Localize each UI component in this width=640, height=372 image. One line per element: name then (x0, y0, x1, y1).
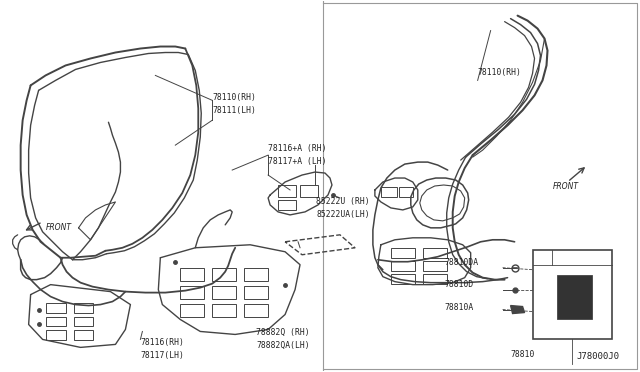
Bar (244, 304, 268, 317)
Polygon shape (511, 305, 525, 314)
Text: 85222UA(LH): 85222UA(LH) (316, 211, 370, 219)
Text: 78110(RH): 78110(RH) (212, 93, 256, 102)
Text: 78882Q (RH): 78882Q (RH) (256, 328, 310, 337)
Bar (74, 317, 93, 327)
Bar (532, 250, 612, 339)
Text: 85222U (RH): 85222U (RH) (316, 198, 370, 206)
Bar (278, 200, 296, 210)
Bar (74, 330, 93, 340)
Bar (391, 261, 415, 271)
Bar (244, 268, 268, 280)
Bar (278, 185, 296, 197)
Text: 78116+A (RH): 78116+A (RH) (268, 144, 326, 153)
Text: J78000J0: J78000J0 (577, 352, 620, 361)
Bar (45, 330, 65, 340)
Bar (180, 268, 204, 280)
Bar (391, 274, 415, 283)
Text: 78810D: 78810D (445, 280, 474, 289)
Bar (300, 185, 318, 197)
Text: 78116(RH): 78116(RH) (140, 338, 184, 347)
Bar (423, 274, 447, 283)
Bar (45, 317, 65, 327)
Bar (180, 286, 204, 299)
Bar (180, 304, 204, 317)
Text: 78117(LH): 78117(LH) (140, 351, 184, 360)
Text: FRONT: FRONT (45, 223, 72, 232)
Bar (381, 187, 397, 197)
Text: 78810DA: 78810DA (445, 258, 479, 267)
Text: 78111(LH): 78111(LH) (212, 106, 256, 115)
Bar (244, 286, 268, 299)
Text: 78110(RH): 78110(RH) (477, 68, 522, 77)
Text: 78810: 78810 (511, 350, 535, 359)
Bar (212, 304, 236, 317)
Text: 78117+A (LH): 78117+A (LH) (268, 157, 326, 166)
Text: 78810A: 78810A (445, 303, 474, 312)
Bar (391, 248, 415, 258)
Bar (74, 302, 93, 312)
Bar (557, 275, 593, 320)
Bar (212, 286, 236, 299)
Bar (399, 187, 413, 197)
Text: 78882QA(LH): 78882QA(LH) (256, 341, 310, 350)
Bar (423, 248, 447, 258)
Bar (423, 261, 447, 271)
Bar (45, 302, 65, 312)
Bar (212, 268, 236, 280)
Text: FRONT: FRONT (552, 183, 579, 192)
